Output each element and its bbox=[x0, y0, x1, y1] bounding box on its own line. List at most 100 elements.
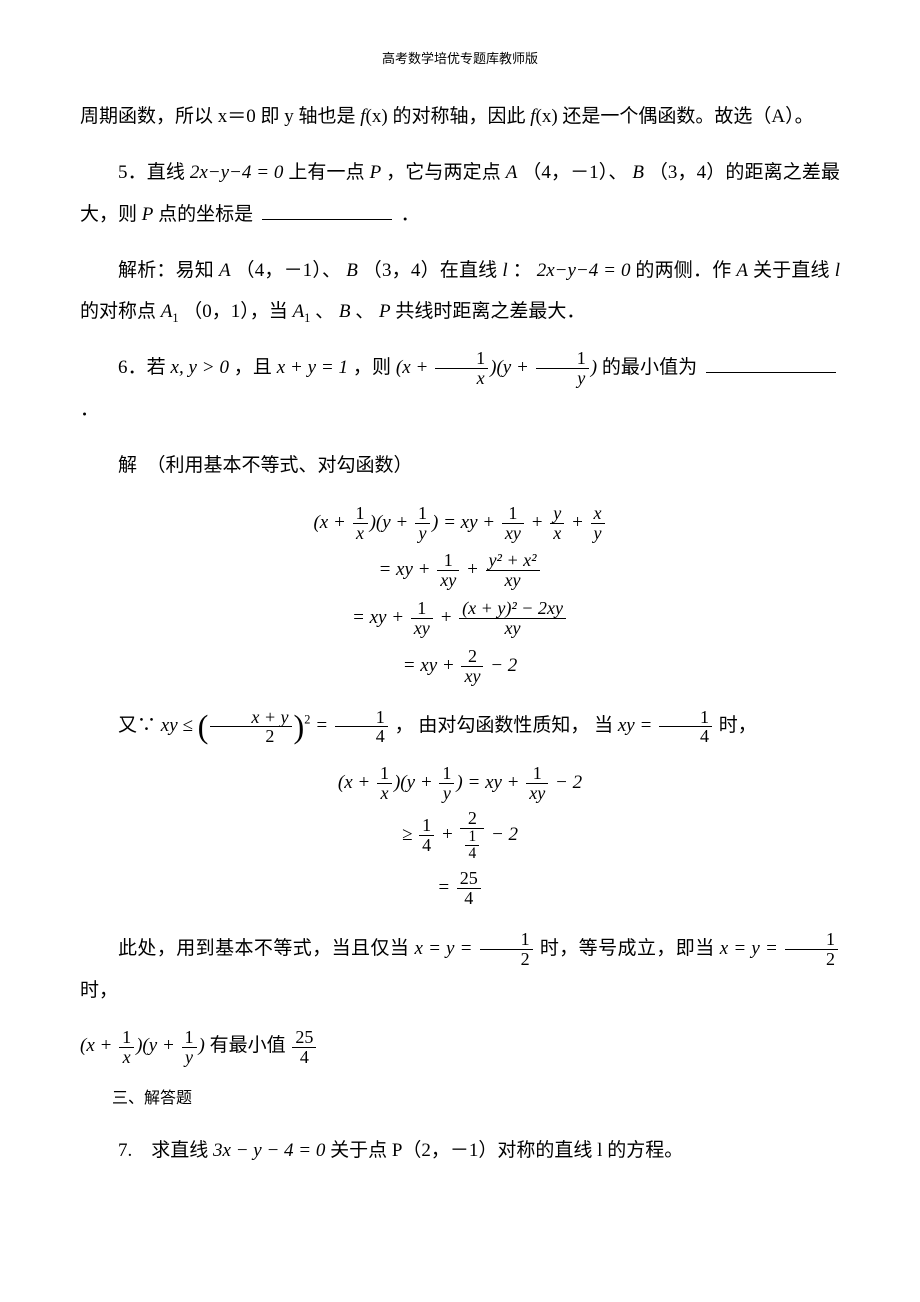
para-minvalue: (x + 1x)(y + 1y) 有最小值 254 bbox=[80, 1025, 840, 1067]
eq: x + y = 1 bbox=[277, 357, 348, 378]
question-6: 6．若 x, y > 0 ，且 x + y = 1 ，则 (x + 1x)(y … bbox=[80, 347, 840, 431]
xy: x, y > 0 bbox=[171, 357, 229, 378]
frac: 1y bbox=[536, 349, 589, 388]
eq-row: ≥ 14 + 214 − 2 bbox=[80, 809, 840, 862]
frac: 1y bbox=[182, 1028, 197, 1067]
page-header: 高考数学培优专题库教师版 bbox=[80, 50, 840, 68]
eq: 3x − y − 4 = 0 bbox=[213, 1140, 325, 1161]
eq-row: = xy + 1xy + (x + y)² − 2xyxy bbox=[80, 596, 840, 640]
text: 的对称轴，因此 bbox=[392, 106, 530, 127]
eq-row: = xy + 1xy + y² + x²xy bbox=[80, 548, 840, 592]
text: 还是一个偶函数。故选（A）。 bbox=[562, 106, 813, 127]
frac: 1x bbox=[435, 349, 488, 388]
text: 7. 求直线 bbox=[118, 1140, 208, 1161]
text: 共线时距离之差最大． bbox=[395, 301, 585, 322]
text: ， 由对勾函数性质知， 当 bbox=[395, 715, 614, 736]
para-conclusion: 此处，用到基本不等式，当且仅当 x = y = 12 时，等号成立，即当 x =… bbox=[80, 928, 840, 1012]
paren: ( bbox=[198, 709, 209, 745]
frac: x + y2 bbox=[210, 708, 291, 747]
l: l bbox=[835, 260, 840, 281]
P: P bbox=[379, 301, 391, 322]
text: 又∵ bbox=[118, 715, 156, 736]
frac: 1x bbox=[119, 1028, 134, 1067]
text: 5．直线 bbox=[118, 162, 185, 183]
frac: 14 bbox=[335, 708, 388, 747]
text: 的对称点 bbox=[80, 301, 161, 322]
text: 点的坐标是 bbox=[158, 204, 253, 225]
frac: 12 bbox=[785, 930, 838, 969]
text: 时，等号成立，即当 bbox=[540, 938, 715, 959]
paren: ) bbox=[294, 709, 305, 745]
text: 关于直线 bbox=[753, 260, 835, 281]
derivation-2: (x + 1x)(y + 1y) = xy + 1xy − 2 ≥ 14 + 2… bbox=[80, 761, 840, 910]
text: 此处，用到基本不等式，当且仅当 bbox=[118, 938, 409, 959]
para-amgm: 又∵ xy ≤ (x + y2)2 = 14 ， 由对勾函数性质知， 当 xy … bbox=[80, 705, 840, 747]
expr: )(y + bbox=[136, 1035, 179, 1056]
l: l bbox=[502, 260, 507, 281]
text: 、 bbox=[315, 301, 334, 322]
A: A bbox=[506, 162, 518, 183]
frac: 14 bbox=[659, 708, 712, 747]
A1: A bbox=[293, 301, 305, 322]
eq-row: (x + 1x)(y + 1y) = xy + 1xy − 2 bbox=[80, 761, 840, 805]
text: ，它与两定点 bbox=[386, 162, 506, 183]
x: (x) bbox=[536, 106, 558, 127]
eq-row: = 254 bbox=[80, 866, 840, 910]
eq: x = y = bbox=[720, 938, 783, 959]
eq-row: = xy + 2xy − 2 bbox=[80, 644, 840, 688]
text: （4，－1）、 bbox=[236, 260, 342, 281]
text: ． bbox=[401, 204, 420, 225]
derivation-1: (x + 1x)(y + 1y) = xy + 1xy + yx + xy = … bbox=[80, 501, 840, 688]
sq: 2 bbox=[304, 713, 310, 727]
A: A bbox=[736, 260, 748, 281]
text: （4，－1）、 bbox=[522, 162, 627, 183]
sub: 1 bbox=[172, 311, 178, 325]
B: B bbox=[632, 162, 644, 183]
text: ： bbox=[513, 260, 532, 281]
eq: = bbox=[315, 715, 333, 736]
expr: (x + bbox=[80, 1035, 117, 1056]
question-5: 5．直线 2x−y−4 = 0 上有一点 P ，它与两定点 A （4，－1）、 … bbox=[80, 152, 840, 236]
text: ，则 bbox=[353, 357, 391, 378]
text: 6．若 bbox=[118, 357, 166, 378]
text: （3，4）在直线 bbox=[363, 260, 503, 281]
text: 解析：易知 bbox=[118, 260, 219, 281]
A1: A bbox=[161, 301, 173, 322]
text: 时， bbox=[80, 980, 118, 1001]
expr: )(y + bbox=[490, 357, 534, 378]
eq: 2x−y−4 = 0 bbox=[537, 260, 631, 281]
solution-5: 解析：易知 A （4，－1）、 B （3，4）在直线 l ： 2x−y−4 = … bbox=[80, 250, 840, 334]
section-3: 三、解答题 bbox=[80, 1081, 840, 1116]
B: B bbox=[346, 260, 358, 281]
sub: 1 bbox=[304, 311, 310, 325]
eq-row: (x + 1x)(y + 1y) = xy + 1xy + yx + xy bbox=[80, 501, 840, 545]
text: （0，1），当 bbox=[183, 301, 292, 322]
answer-blank bbox=[706, 353, 836, 373]
para-periodic: 周期函数，所以 x＝0 即 y 轴也是 f(x) 的对称轴，因此 f(x) 还是… bbox=[80, 96, 840, 138]
frac: 12 bbox=[480, 930, 533, 969]
text: 的两侧．作 bbox=[635, 260, 736, 281]
question-7: 7. 求直线 3x − y − 4 = 0 关于点 P（2，－1）对称的直线 l… bbox=[80, 1130, 840, 1172]
solution-6-label: 解 （利用基本不等式、对勾函数） bbox=[80, 445, 840, 487]
text: ． bbox=[80, 399, 99, 420]
B: B bbox=[339, 301, 351, 322]
eq: 2x−y−4 = 0 bbox=[190, 162, 284, 183]
x: (x) bbox=[366, 106, 388, 127]
text: 上有一点 bbox=[288, 162, 369, 183]
text: 、 bbox=[355, 301, 374, 322]
text: 有最小值 bbox=[210, 1035, 286, 1056]
expr: (x + bbox=[396, 357, 433, 378]
text: 的最小值为 bbox=[602, 357, 697, 378]
text: 周期函数，所以 x＝0 即 y 轴也是 bbox=[80, 106, 360, 127]
eq: x = y = bbox=[414, 938, 477, 959]
A: A bbox=[219, 260, 231, 281]
xy: xy ≤ bbox=[161, 715, 198, 736]
answer-blank bbox=[262, 200, 392, 220]
expr: ) bbox=[591, 357, 597, 378]
P: P bbox=[142, 204, 154, 225]
xy: xy = bbox=[618, 715, 657, 736]
P: P bbox=[370, 162, 382, 183]
text: 关于点 P（2，－1）对称的直线 l 的方程。 bbox=[330, 1140, 683, 1161]
text: 时， bbox=[719, 715, 757, 736]
text: ，且 bbox=[234, 357, 272, 378]
